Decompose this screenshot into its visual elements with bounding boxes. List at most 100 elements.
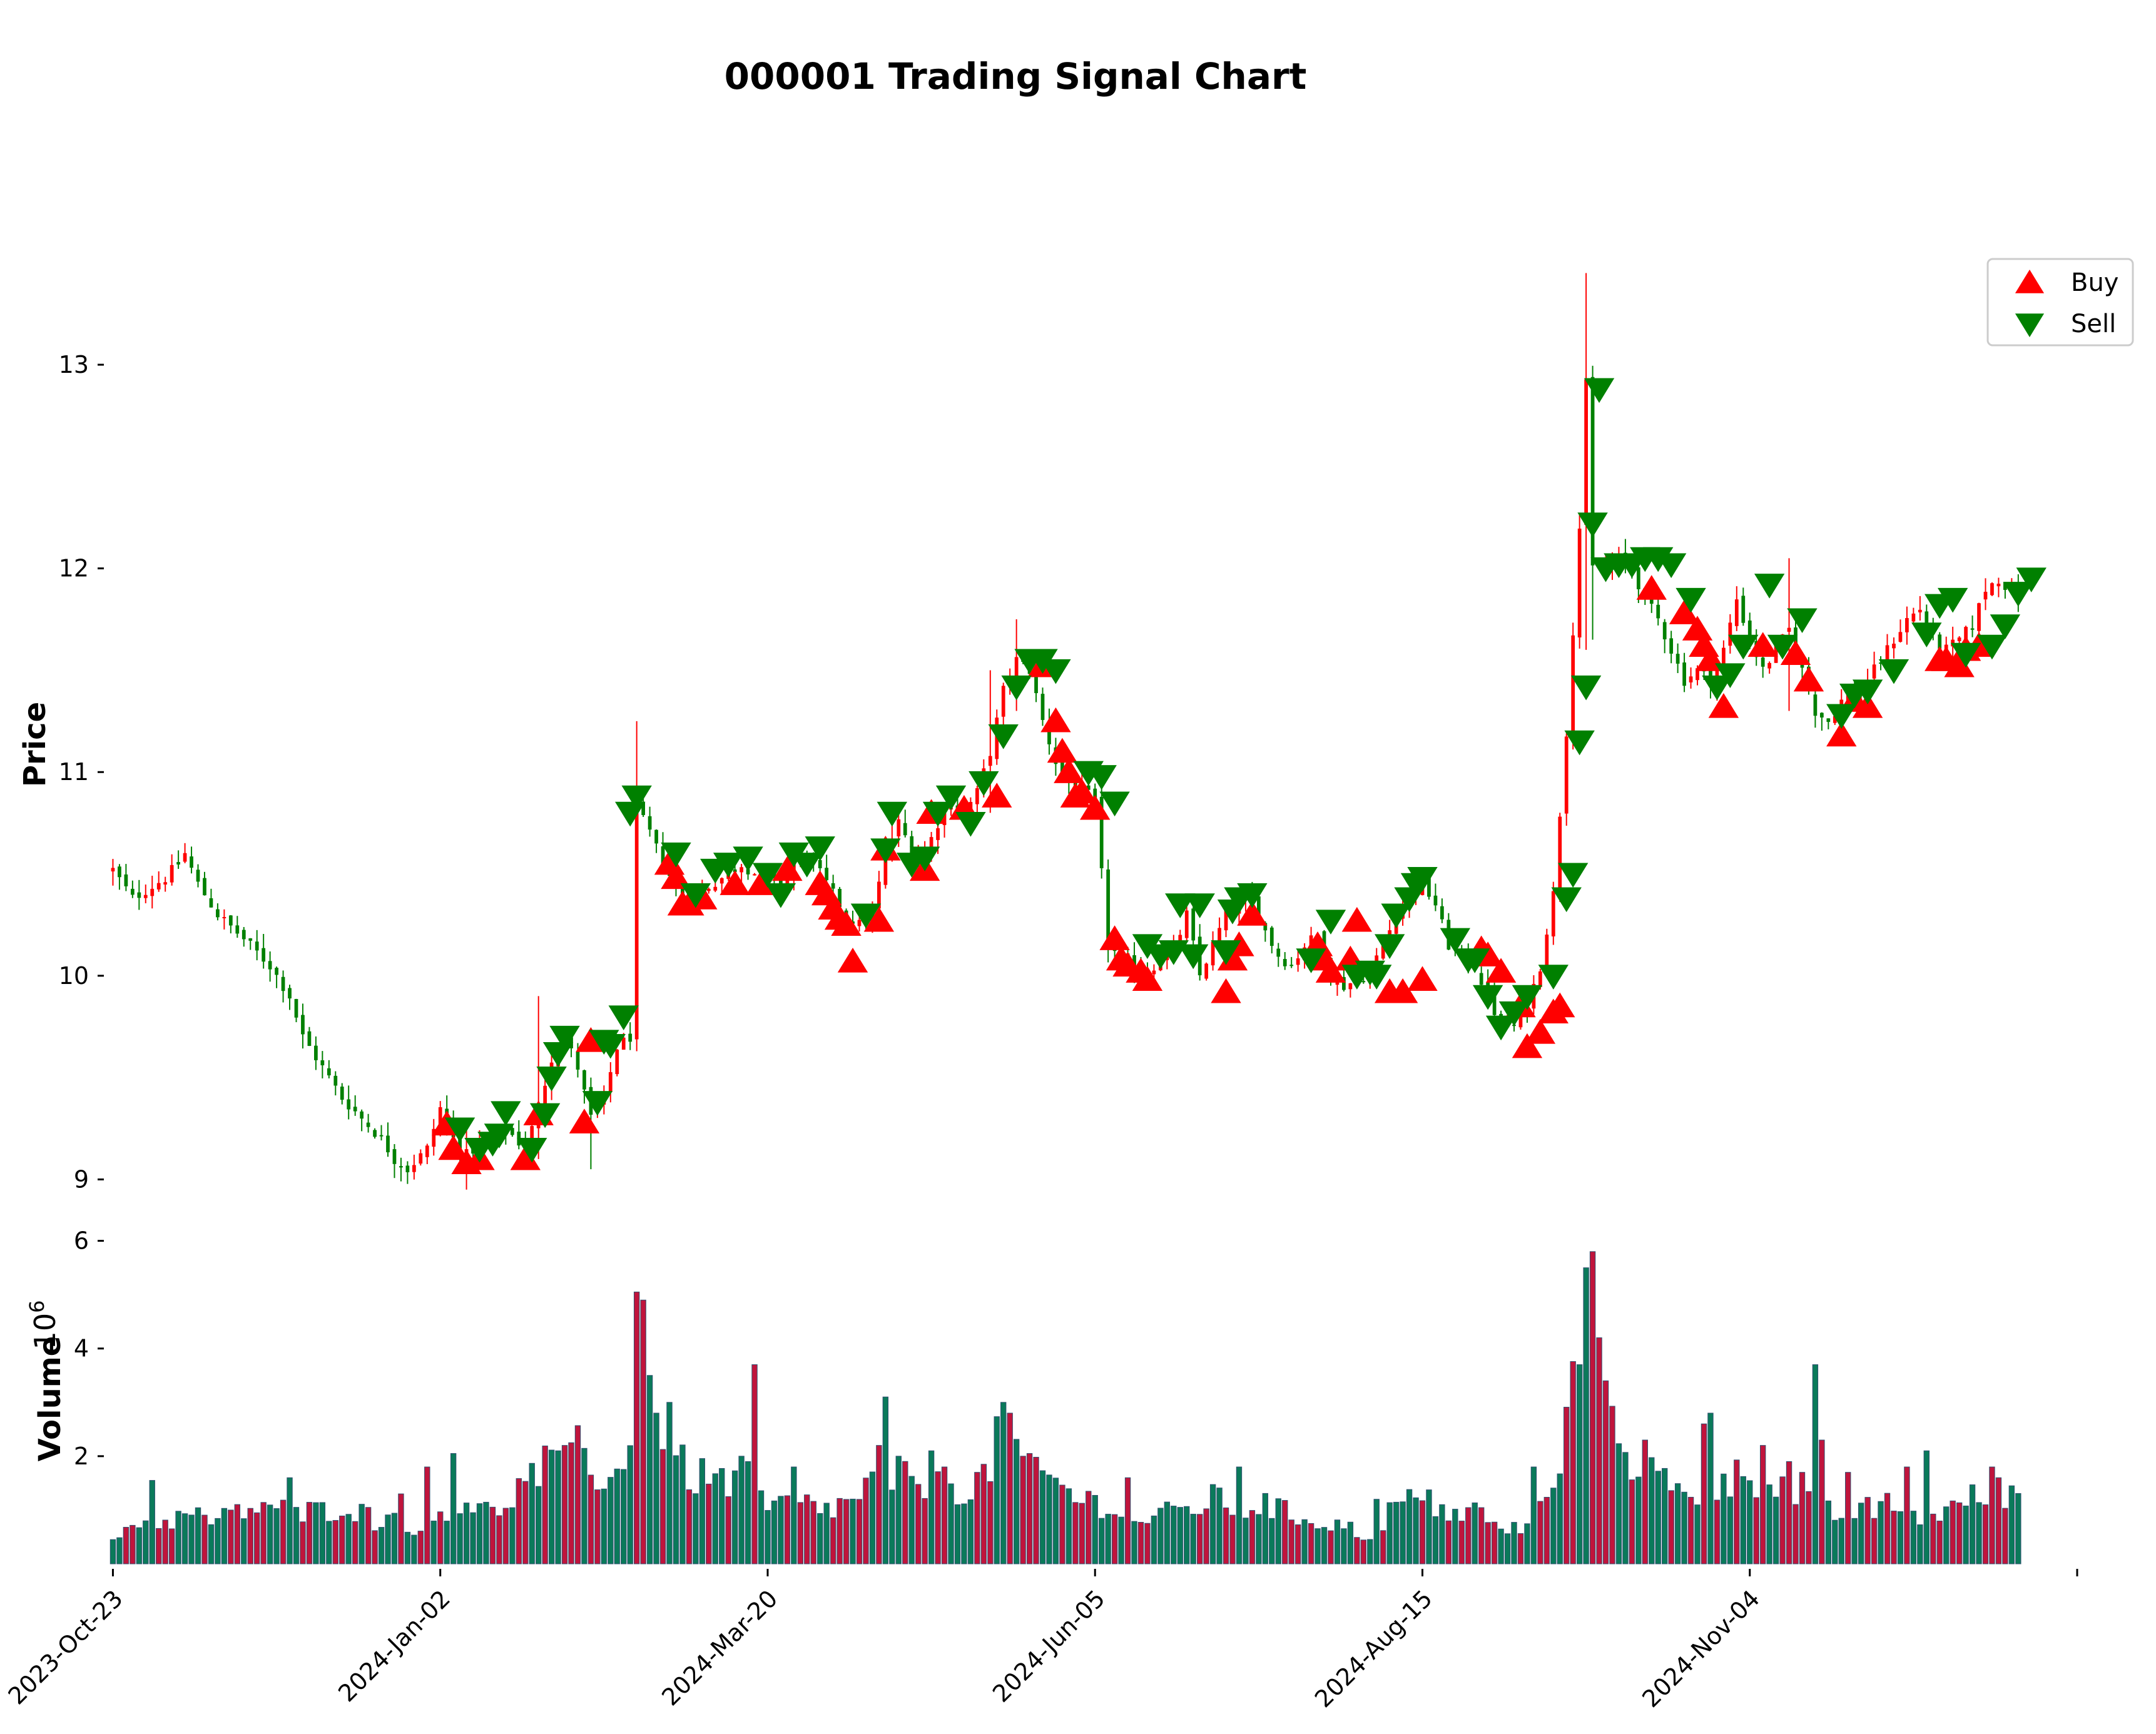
candle-body: [897, 819, 901, 837]
volume-bar: [1216, 1488, 1223, 1564]
volume-bar: [1576, 1364, 1583, 1564]
volume-bar: [1851, 1518, 1858, 1564]
volume-bar: [1177, 1507, 1183, 1564]
volume-bar: [1806, 1491, 1812, 1564]
volume-bar: [1976, 1502, 1982, 1564]
candle-body: [111, 868, 115, 872]
volume-bar: [804, 1494, 810, 1564]
volume-bar: [725, 1496, 731, 1564]
candle-body: [936, 828, 940, 840]
volume-bar: [496, 1515, 502, 1564]
volume-bar: [1400, 1501, 1406, 1564]
price-tick-label: 13: [59, 351, 89, 378]
volume-bar: [1943, 1506, 1950, 1564]
volume-tick-label: 6: [74, 1227, 89, 1255]
volume-bar: [1196, 1514, 1203, 1564]
candle-body: [1819, 712, 1824, 718]
buy-signal-marker: [1852, 693, 1883, 718]
volume-bar: [1655, 1471, 1661, 1564]
candle-body: [615, 1049, 619, 1075]
candle-body: [1813, 694, 1818, 716]
volume-bar: [502, 1508, 509, 1564]
buy-signal-marker: [1636, 575, 1667, 600]
candle-body: [1040, 694, 1045, 720]
candle-body: [1872, 664, 1876, 679]
sell-signal-marker: [621, 785, 652, 811]
candle-body: [314, 1045, 318, 1060]
volume-bar: [260, 1502, 267, 1564]
candle-body: [1112, 950, 1117, 951]
candle-body: [1184, 910, 1189, 938]
volume-bar: [404, 1531, 411, 1564]
volume-bar: [778, 1496, 784, 1564]
volume-bar: [476, 1503, 483, 1564]
volume-bar: [784, 1495, 791, 1564]
candle-body: [288, 988, 292, 999]
candle-body: [301, 1015, 305, 1035]
sell-signal-marker: [1407, 866, 1438, 892]
candle-body: [1734, 599, 1739, 626]
candle-body: [1276, 948, 1281, 957]
volume-bar: [1458, 1521, 1465, 1564]
sell-signal-marker: [733, 846, 763, 871]
volume-bar: [1314, 1528, 1321, 1564]
volume-bar: [1989, 1466, 1995, 1564]
legend: Buy Sell: [1986, 258, 2134, 347]
candle-body: [1381, 945, 1385, 959]
volume-bar: [1904, 1466, 1910, 1564]
candle-body: [294, 999, 298, 1018]
volume-bar: [1347, 1521, 1354, 1564]
volume-bar: [1930, 1513, 1936, 1564]
candle-body: [1538, 971, 1542, 987]
sell-signal-marker: [1498, 1001, 1530, 1027]
volume-bar: [731, 1470, 738, 1564]
candle-body: [1269, 927, 1274, 946]
volume-bar: [1294, 1524, 1301, 1564]
volume-bar: [417, 1531, 424, 1564]
candle-body: [190, 856, 193, 868]
candle-body: [281, 976, 285, 991]
sell-signal-marker: [765, 883, 796, 908]
sell-signal-marker: [1460, 948, 1490, 973]
volume-bar: [1118, 1516, 1124, 1564]
candle-body: [124, 874, 128, 886]
candle-body: [1682, 662, 1686, 686]
volume-bar: [1086, 1491, 1092, 1564]
sell-signal-markers: [444, 378, 2047, 1163]
candle-body: [163, 882, 168, 885]
volume-bar: [994, 1416, 1000, 1564]
volume-bar: [1413, 1497, 1419, 1564]
candle-body: [1689, 676, 1693, 682]
legend-buy-label: Buy: [2071, 268, 2118, 297]
candle-body: [1571, 635, 1575, 741]
volume-bar: [1432, 1516, 1439, 1564]
sell-signal-marker: [791, 853, 822, 878]
volume-bar: [1517, 1533, 1524, 1564]
buy-signal-marker: [1793, 666, 1824, 692]
volume-bar: [908, 1476, 915, 1564]
volume-axis-label: Volume: [33, 1336, 68, 1462]
sell-signal-marker: [615, 801, 646, 827]
volume-bar: [195, 1507, 201, 1564]
candle-body: [1093, 788, 1097, 798]
candle-body: [1034, 676, 1038, 694]
buy-signal-marker: [1708, 693, 1739, 718]
candle-body: [1741, 596, 1746, 623]
volume-bar: [1812, 1364, 1819, 1564]
buy-signal-marker: [569, 1108, 600, 1133]
volume-bar: [319, 1502, 326, 1564]
price-tick-label: 12: [59, 555, 89, 582]
volume-bar: [693, 1493, 699, 1564]
volume-bar: [1923, 1450, 1930, 1564]
volume-bar: [653, 1412, 659, 1564]
sell-signal-marker: [1551, 887, 1582, 913]
volume-bar: [594, 1489, 601, 1564]
volume-bar: [1223, 1507, 1229, 1564]
volume-multiplier-base: 10: [28, 1313, 62, 1350]
sell-signal-marker: [1577, 512, 1608, 538]
volume-bar: [1786, 1461, 1792, 1564]
sell-signal-marker: [1440, 928, 1471, 953]
volume-bar: [1137, 1522, 1144, 1564]
buy-signal-markers: [431, 575, 1995, 1174]
volume-bar: [902, 1461, 908, 1564]
